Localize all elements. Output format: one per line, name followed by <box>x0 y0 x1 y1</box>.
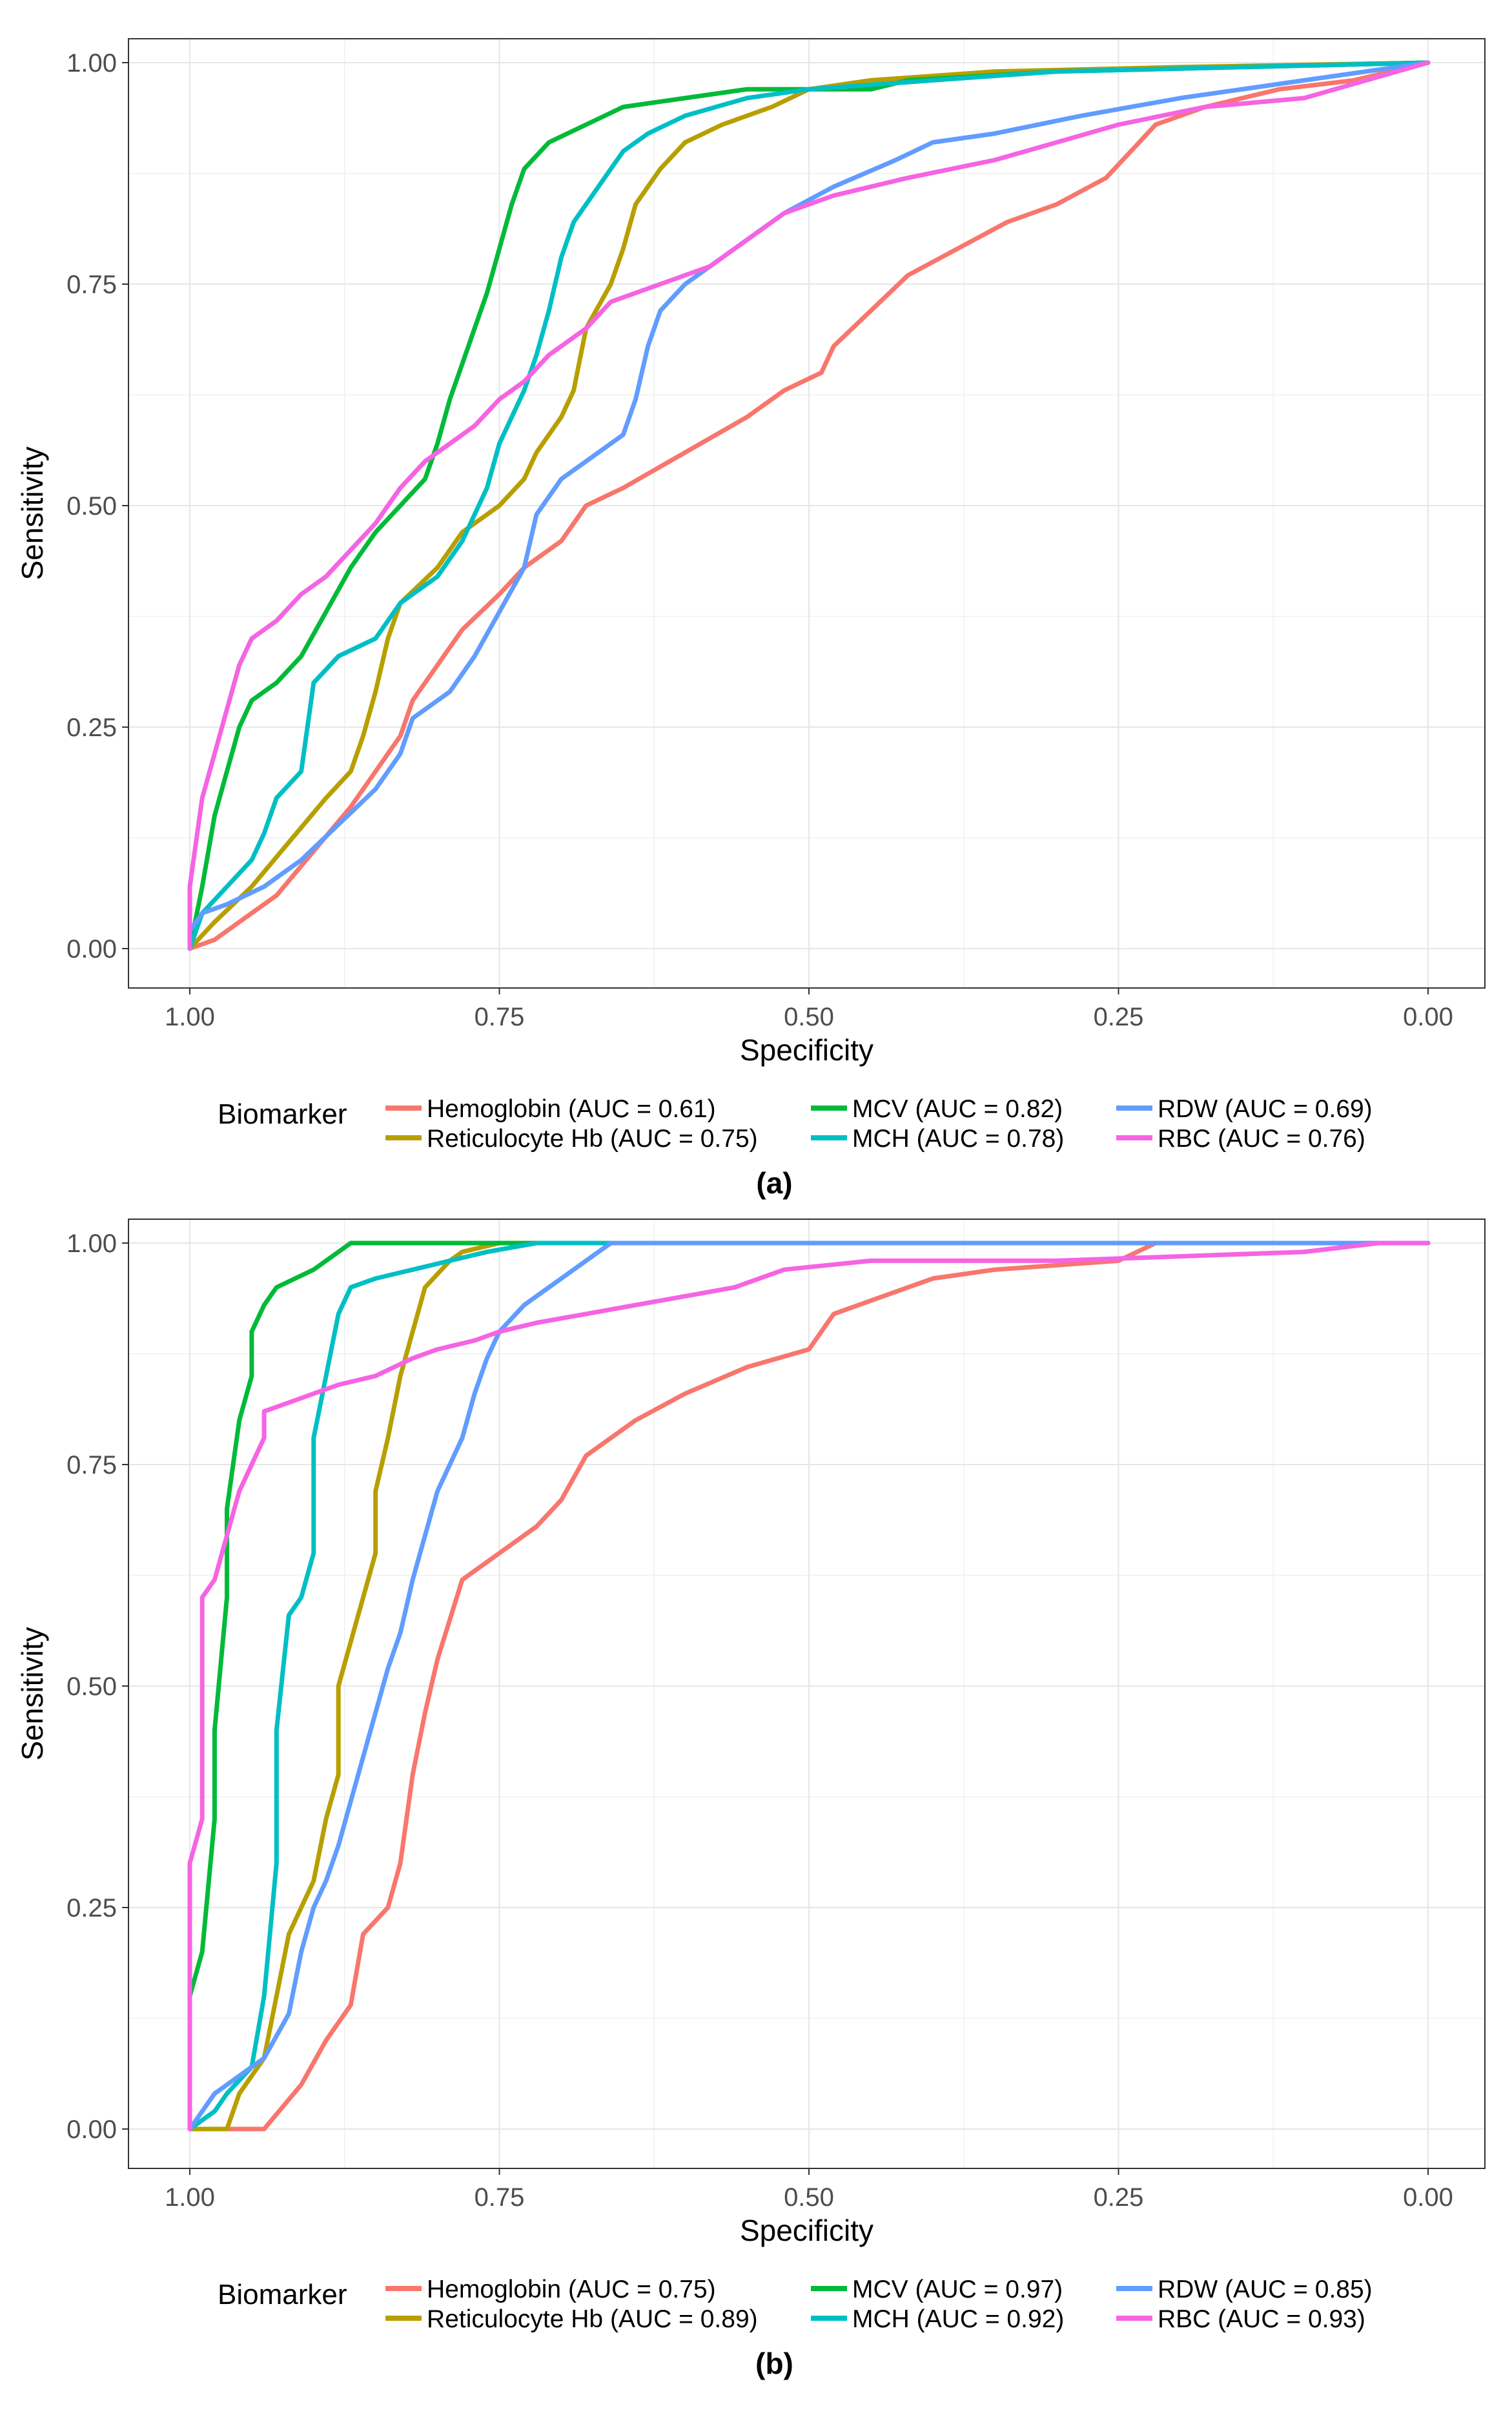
series-line-3 <box>187 60 1431 951</box>
x-tick-label: 0.25 <box>1094 2183 1144 2212</box>
legend-label-5: RBC (AUC = 0.93) <box>1158 2305 1365 2333</box>
series-line-4 <box>187 1240 1431 2132</box>
y-axis-title: Sensitivity <box>15 446 49 580</box>
y-tick-label: 0.75 <box>66 271 117 299</box>
legend-label-2: MCV (AUC = 0.97) <box>852 2276 1063 2303</box>
panel-label: (a) <box>756 1166 792 1200</box>
legend-label-2: MCV (AUC = 0.82) <box>852 1095 1063 1123</box>
series-line-5 <box>187 1240 1431 2132</box>
series-line-5 <box>187 60 1431 951</box>
legend-label-1: Reticulocyte Hb (AUC = 0.89) <box>427 2305 758 2333</box>
legend: Biomarker Hemoglobin (AUC = 0.75)Reticulo… <box>218 2276 1373 2333</box>
legend-label-0: Hemoglobin (AUC = 0.75) <box>427 2276 716 2303</box>
legend: Biomarker Hemoglobin (AUC = 0.61)Reticulo… <box>218 1095 1373 1153</box>
plot-border <box>128 38 1486 989</box>
roc-panel-a: 0.00 0.25 0.50 0.75 1.00 1.00 0.75 0.50 0.25 0.00… <box>15 38 1486 1200</box>
series-line-0 <box>187 60 1431 951</box>
legend-label-5: RBC (AUC = 0.76) <box>1158 1125 1365 1153</box>
series-line-2 <box>187 1240 1431 2052</box>
x-axis-title: Specificity <box>740 1033 873 1067</box>
legend-label-1: Reticulocyte Hb (AUC = 0.75) <box>427 1125 758 1153</box>
legend-label-3: MCH (AUC = 0.92) <box>852 2305 1064 2333</box>
legend-title: Biomarker <box>218 1098 347 1130</box>
y-tick-label: 1.00 <box>66 1229 117 1258</box>
x-axis-title: Specificity <box>740 2214 873 2247</box>
legend-label-4: RDW (AUC = 0.69) <box>1158 1095 1373 1123</box>
panel-label: (b) <box>755 2347 793 2380</box>
x-tick-label: 1.00 <box>165 2183 215 2212</box>
plot-border <box>128 1219 1486 2169</box>
series-lines <box>187 60 1431 951</box>
y-tick-label: 0.50 <box>66 492 117 520</box>
series-line-1 <box>187 1240 1431 2132</box>
x-tick-label: 0.00 <box>1403 1003 1453 1031</box>
x-tick-label: 0.75 <box>475 2183 525 2212</box>
series-line-1 <box>187 60 1431 951</box>
y-tick-label: 0.50 <box>66 1672 117 1701</box>
legend-title: Biomarker <box>218 2279 347 2310</box>
series-line-0 <box>187 1240 1431 2132</box>
x-tick-label: 0.50 <box>784 1003 834 1031</box>
series-line-2 <box>187 60 1431 951</box>
x-tick-label: 0.25 <box>1094 1003 1144 1031</box>
legend-label-0: Hemoglobin (AUC = 0.61) <box>427 1095 716 1123</box>
y-axis-title: Sensitivity <box>15 1627 49 1760</box>
y-tick-label: 0.00 <box>66 2115 117 2144</box>
y-tick-label: 0.00 <box>66 935 117 963</box>
x-tick-label: 0.75 <box>475 1003 525 1031</box>
roc-panel-b: 0.00 0.25 0.50 0.75 1.00 1.00 0.75 0.50 0.25 0.00… <box>15 1219 1486 2380</box>
grid <box>128 1219 1485 2168</box>
grid <box>128 39 1485 988</box>
y-tick-label: 0.75 <box>66 1451 117 1479</box>
series-lines <box>187 1240 1431 2132</box>
x-tick-label: 0.00 <box>1403 2183 1453 2212</box>
series-line-3 <box>187 1240 1431 2132</box>
legend-label-3: MCH (AUC = 0.78) <box>852 1125 1064 1153</box>
x-tick-label: 1.00 <box>165 1003 215 1031</box>
y-tick-label: 1.00 <box>66 49 117 77</box>
x-tick-label: 0.50 <box>784 2183 834 2212</box>
legend-label-4: RDW (AUC = 0.85) <box>1158 2276 1373 2303</box>
y-tick-label: 0.25 <box>66 714 117 742</box>
y-tick-label: 0.25 <box>66 1894 117 1922</box>
series-line-4 <box>187 60 1431 934</box>
